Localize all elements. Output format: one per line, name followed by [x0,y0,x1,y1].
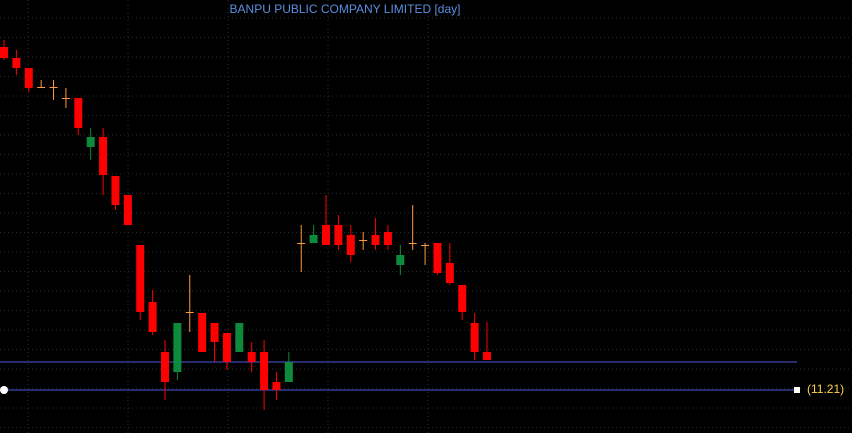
candle-body [483,352,491,360]
candle-body [24,68,33,88]
candle-body [309,235,318,243]
candle-body [148,302,157,332]
candle-body [470,323,479,352]
candle-body [445,263,454,283]
candle-body [322,225,330,245]
chart-title: BANPU PUBLIC COMPANY LIMITED [day] [230,2,461,16]
candle-body [260,352,269,390]
price-label: (11.21) [807,382,844,396]
candle-body [37,87,46,88]
candle-body [12,58,21,68]
line-handle [0,386,8,394]
candle-body [408,243,417,244]
candle-body [86,137,95,147]
candle-body [433,243,442,273]
candle-body [371,235,380,245]
candle-body [458,285,467,312]
candle-body [185,312,194,313]
candle-body [247,352,256,362]
candle-body [272,382,281,390]
candle-body [334,225,343,245]
candle-body [0,47,8,58]
candle-body [284,362,293,382]
candle-body [222,333,231,362]
candle-body [235,323,244,352]
candle-body [61,98,70,99]
candle-body [49,87,58,88]
candle-body [421,245,430,246]
candle-body [383,232,392,245]
candle-body [346,235,355,255]
line-handle [794,387,800,393]
candle-body [210,323,219,342]
candle-body [123,195,132,225]
grid [27,0,429,433]
candle-body [111,176,120,205]
candle-body [99,137,108,175]
candle-body [136,245,145,312]
candle-body [297,243,306,244]
candle-body [359,240,368,241]
candle-body [74,98,83,128]
candle-body [198,313,207,352]
candle-body [173,323,182,372]
candle-body [161,352,169,382]
candle-body [396,255,405,265]
